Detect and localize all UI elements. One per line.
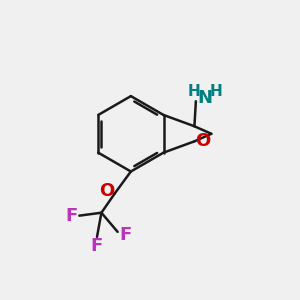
Text: H: H — [209, 84, 222, 99]
Text: O: O — [99, 182, 114, 200]
Text: N: N — [197, 89, 212, 107]
Text: F: F — [120, 226, 132, 244]
Text: O: O — [196, 132, 211, 150]
Text: H: H — [187, 84, 200, 99]
Text: F: F — [65, 207, 77, 225]
Text: F: F — [91, 237, 103, 255]
